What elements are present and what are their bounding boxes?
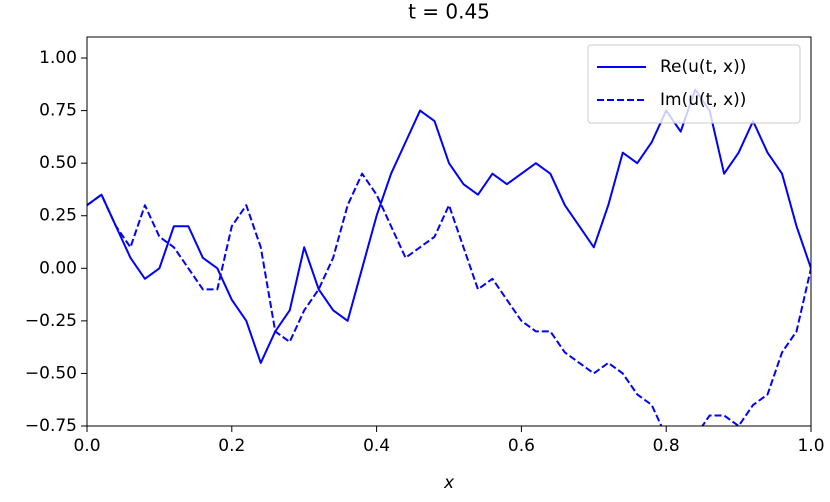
x-tick-label: 0.4 xyxy=(363,436,390,456)
y-tick-label: −0.50 xyxy=(25,363,77,383)
x-tick-label: 0.6 xyxy=(508,436,535,456)
y-tick-label: 1.00 xyxy=(39,48,77,68)
x-tick-label: 0.2 xyxy=(218,436,245,456)
chart-title: t = 0.45 xyxy=(408,0,490,24)
y-tick-label: −0.75 xyxy=(25,416,77,436)
y-tick-label: 0.25 xyxy=(39,206,77,226)
plot-frame xyxy=(86,36,812,427)
plot-lines xyxy=(87,88,811,426)
x-tick-label: 1.0 xyxy=(797,436,824,456)
x-tick-label: 0.8 xyxy=(653,436,680,456)
y-tick-label: −0.25 xyxy=(25,311,77,331)
x-tick-label: 0.0 xyxy=(73,436,100,456)
series-line xyxy=(87,172,811,426)
y-tick-label: 0.00 xyxy=(39,258,77,278)
y-tick-label: 0.75 xyxy=(39,101,77,121)
legend-box xyxy=(587,44,801,124)
legend-label: Im(u(t, x)) xyxy=(660,90,746,110)
x-axis-label: x xyxy=(443,473,455,493)
legend-label: Re(u(t, x)) xyxy=(660,57,746,77)
series-line xyxy=(87,88,811,364)
y-tick-label: 0.50 xyxy=(39,153,77,173)
